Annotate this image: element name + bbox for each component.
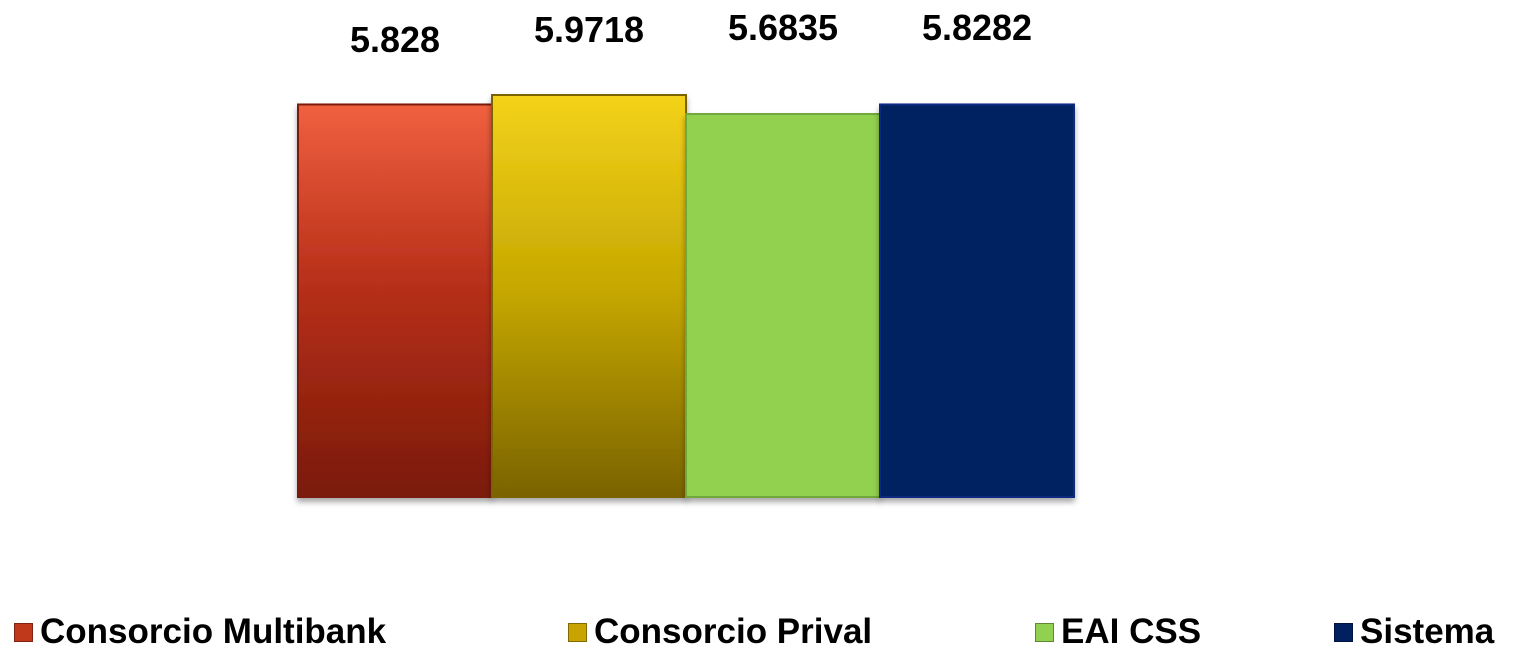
legend-label-sistema: Sistema bbox=[1360, 612, 1495, 650]
legend-label-consorcio-multibank: Consorcio Multibank bbox=[40, 612, 387, 650]
legend-swatch-consorcio-prival bbox=[568, 622, 587, 642]
legend-swatch-sistema bbox=[1334, 622, 1353, 642]
bar-chart-plot: 5.828 5.9718 5.6835 5.8282 bbox=[297, 7, 1075, 499]
legend-label-eai-css: EAI CSS bbox=[1061, 612, 1202, 650]
legend-item-consorcio-prival: Consorcio Prival bbox=[568, 612, 872, 650]
data-label-consorcio-multibank: 5.828 bbox=[350, 19, 440, 60]
legend-swatch-eai-css bbox=[1035, 622, 1054, 642]
legend-item-eai-css: EAI CSS bbox=[1035, 612, 1201, 650]
legend-label-consorcio-prival: Consorcio Prival bbox=[594, 612, 873, 650]
legend-item-sistema: Sistema bbox=[1334, 612, 1494, 650]
legend: Consorcio Multibank Consorcio Prival EAI… bbox=[0, 612, 1535, 650]
bar-sistema bbox=[879, 103, 1075, 499]
data-label-sistema: 5.8282 bbox=[922, 7, 1032, 48]
bar-consorcio-multibank bbox=[297, 103, 493, 499]
legend-item-consorcio-multibank: Consorcio Multibank bbox=[14, 612, 386, 650]
data-label-consorcio-prival: 5.9718 bbox=[534, 9, 644, 50]
data-label-eai-css: 5.6835 bbox=[728, 7, 838, 48]
bar-eai-css bbox=[685, 113, 881, 498]
bar-consorcio-prival bbox=[491, 94, 687, 498]
legend-swatch-consorcio-multibank bbox=[14, 622, 33, 642]
